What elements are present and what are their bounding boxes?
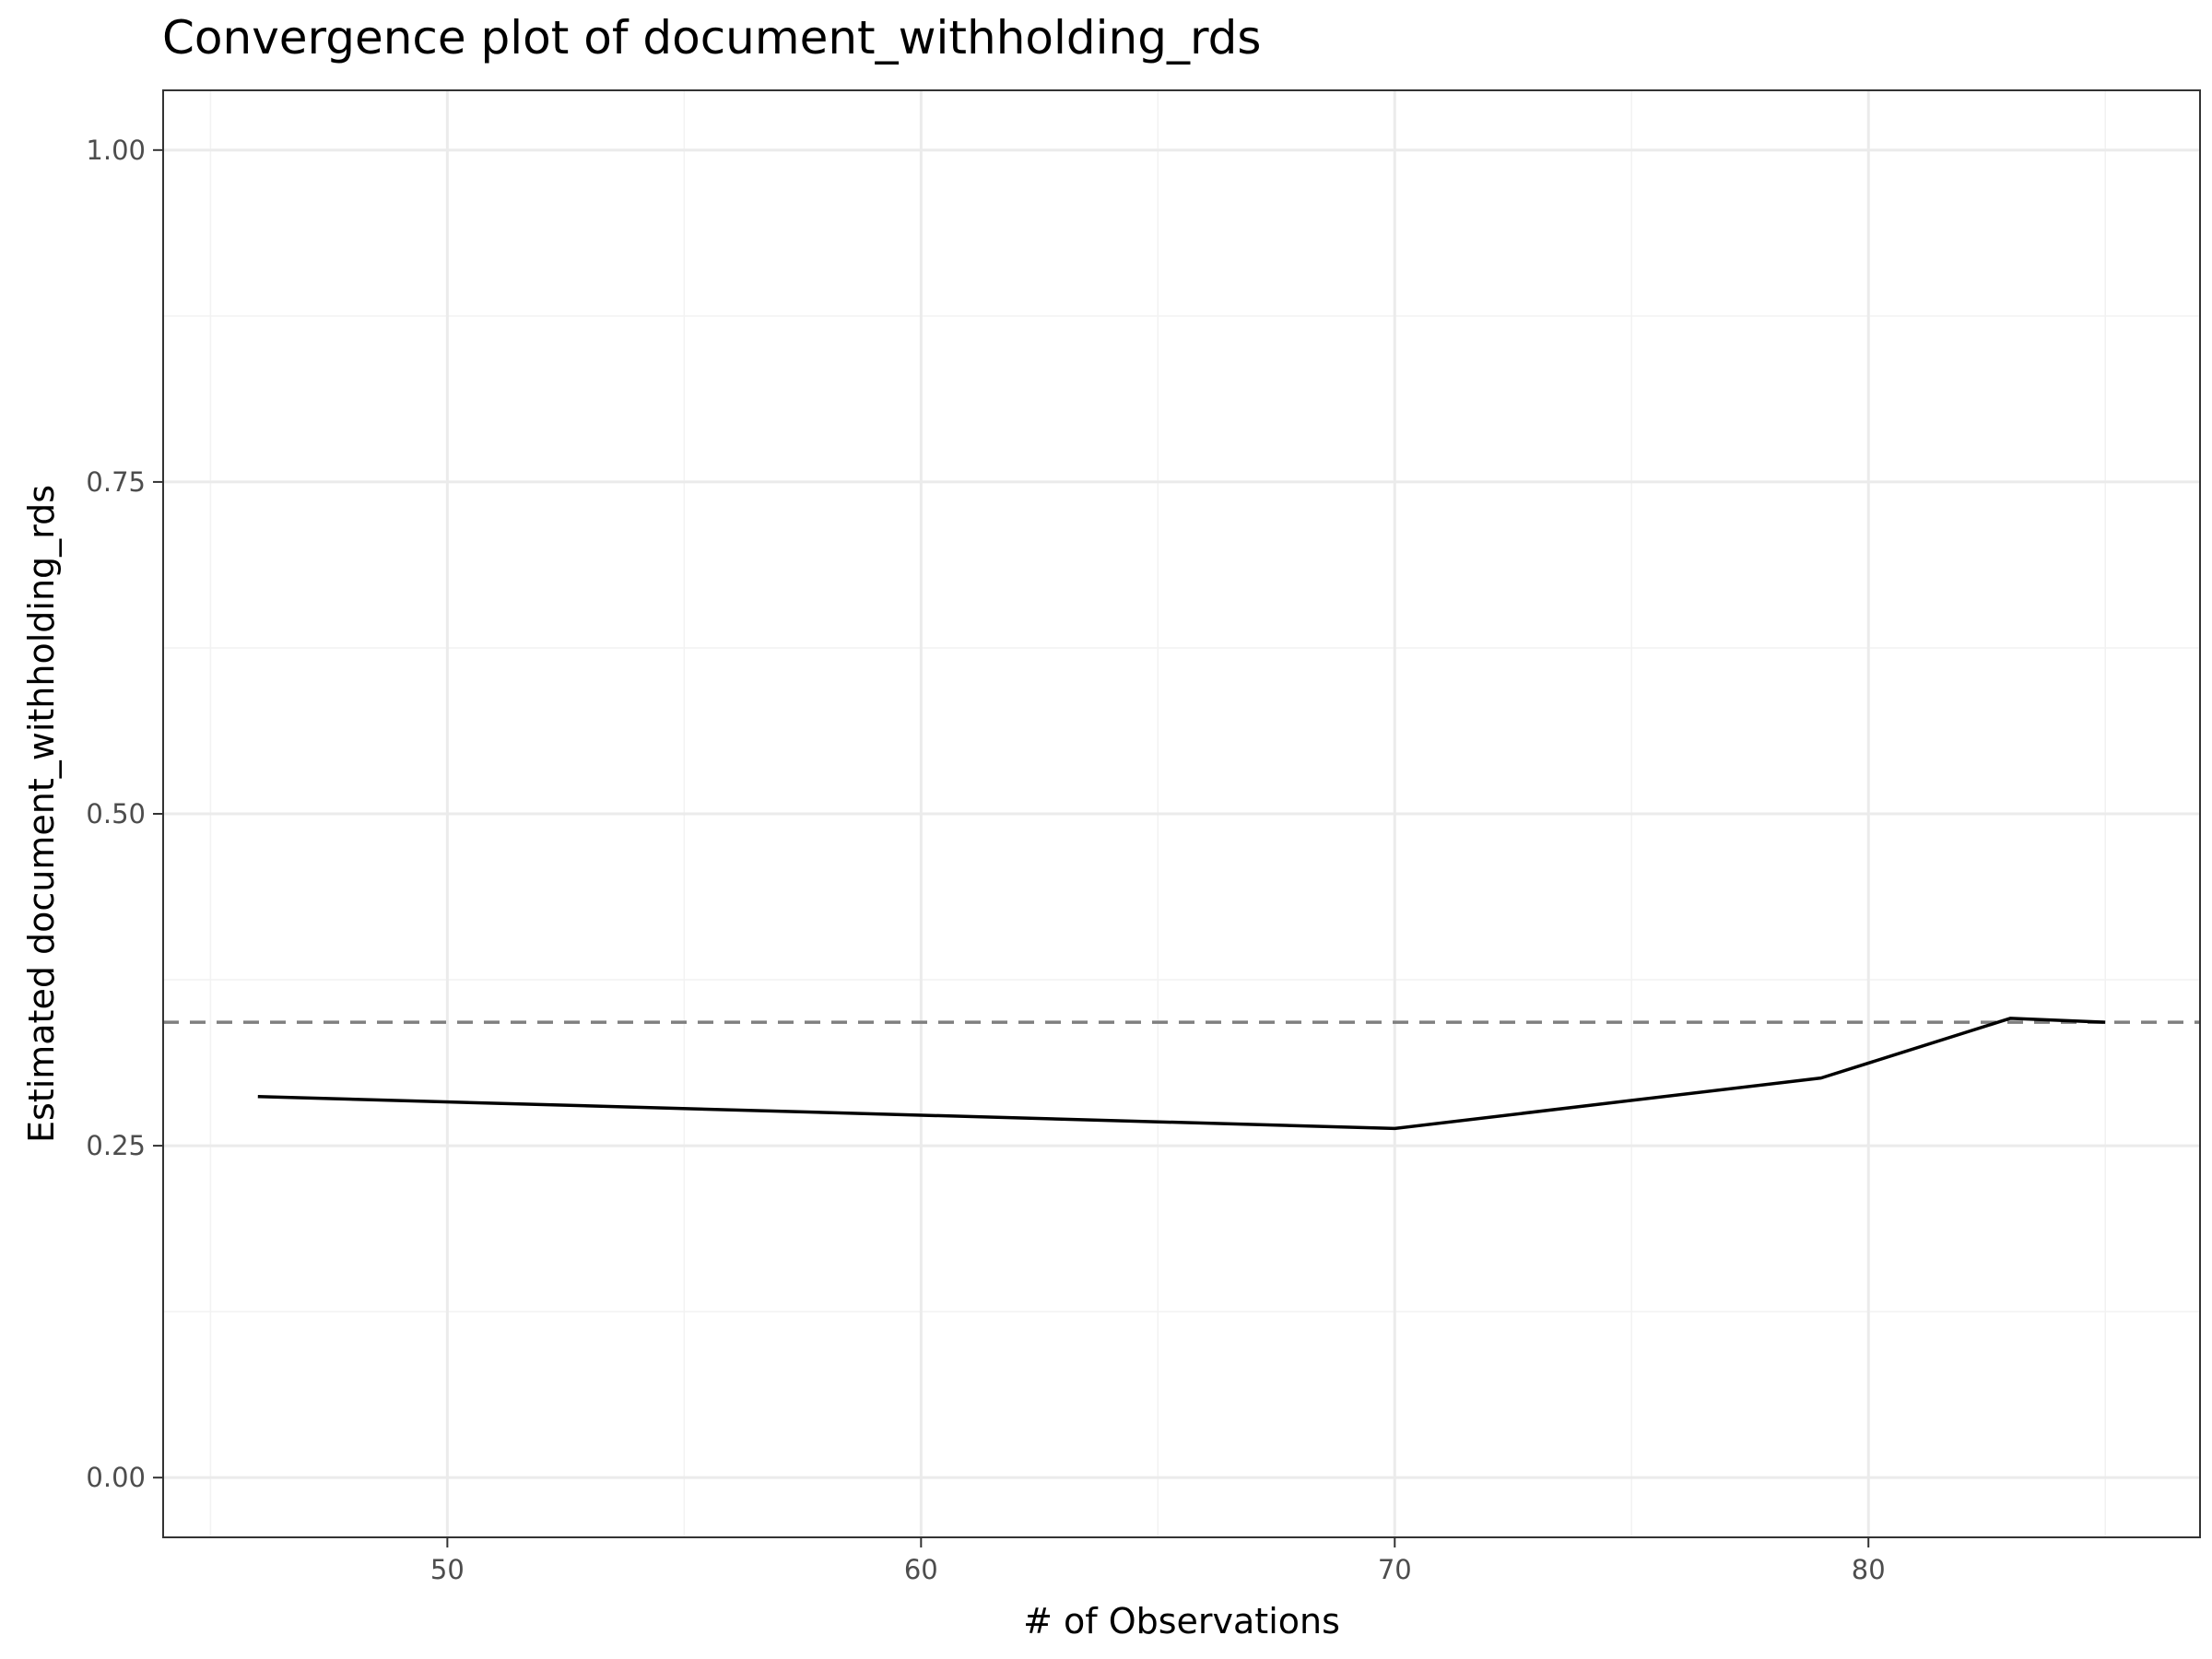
- y-tick-label-0: 0.00: [86, 1462, 146, 1493]
- axis-layer: 50 60 70 80 0.00 0.25 0.50 0.75 1.00: [86, 135, 1885, 1585]
- series-layer: [257, 1017, 2106, 1131]
- x-tick-label-2: 70: [1378, 1554, 1412, 1585]
- y-tick-label-4: 1.00: [86, 135, 146, 166]
- y-tick-label-3: 0.75: [86, 466, 146, 498]
- chart-title: Convergence plot of document_withholding…: [162, 11, 1261, 65]
- y-tick-label-2: 0.50: [86, 798, 146, 830]
- x-axis-title: # of Observations: [1023, 1601, 1340, 1641]
- y-tick-label-1: 0.25: [86, 1130, 146, 1161]
- major-grid: [163, 90, 2200, 1537]
- x-tick-label-3: 80: [1852, 1554, 1886, 1585]
- y-axis-title: Estimated document_withholding_rds: [21, 485, 62, 1143]
- x-tick-label-1: 60: [904, 1554, 938, 1585]
- series-line-0: [257, 1017, 2106, 1131]
- x-tick-label-0: 50: [430, 1554, 465, 1585]
